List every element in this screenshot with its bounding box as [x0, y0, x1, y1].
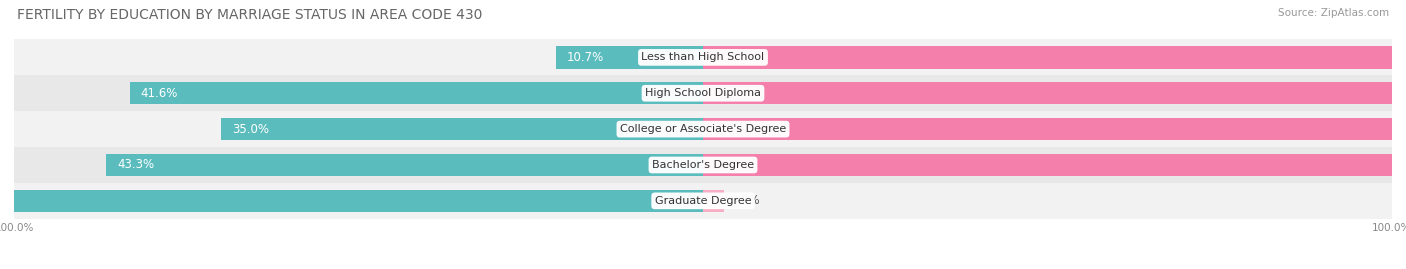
- Bar: [14, 40, 1392, 75]
- Bar: [555, 46, 703, 69]
- Text: Graduate Degree: Graduate Degree: [655, 196, 751, 206]
- Text: 35.0%: 35.0%: [232, 123, 269, 136]
- Bar: [0, 190, 703, 212]
- Text: Source: ZipAtlas.com: Source: ZipAtlas.com: [1278, 8, 1389, 18]
- Text: 10.7%: 10.7%: [567, 51, 603, 64]
- Text: Bachelor's Degree: Bachelor's Degree: [652, 160, 754, 170]
- Bar: [703, 190, 724, 212]
- Text: 43.3%: 43.3%: [118, 158, 155, 171]
- Bar: [14, 111, 1392, 147]
- Text: 0.0%: 0.0%: [731, 194, 761, 207]
- Bar: [14, 183, 1392, 219]
- Bar: [703, 154, 1406, 176]
- Text: College or Associate's Degree: College or Associate's Degree: [620, 124, 786, 134]
- Text: Less than High School: Less than High School: [641, 52, 765, 62]
- Bar: [703, 118, 1406, 140]
- Text: FERTILITY BY EDUCATION BY MARRIAGE STATUS IN AREA CODE 430: FERTILITY BY EDUCATION BY MARRIAGE STATU…: [17, 8, 482, 22]
- Bar: [221, 118, 703, 140]
- Bar: [14, 147, 1392, 183]
- Bar: [107, 154, 703, 176]
- Bar: [703, 82, 1406, 104]
- Text: High School Diploma: High School Diploma: [645, 88, 761, 98]
- Text: 41.6%: 41.6%: [141, 87, 179, 100]
- Bar: [14, 75, 1392, 111]
- Bar: [129, 82, 703, 104]
- Bar: [703, 46, 1406, 69]
